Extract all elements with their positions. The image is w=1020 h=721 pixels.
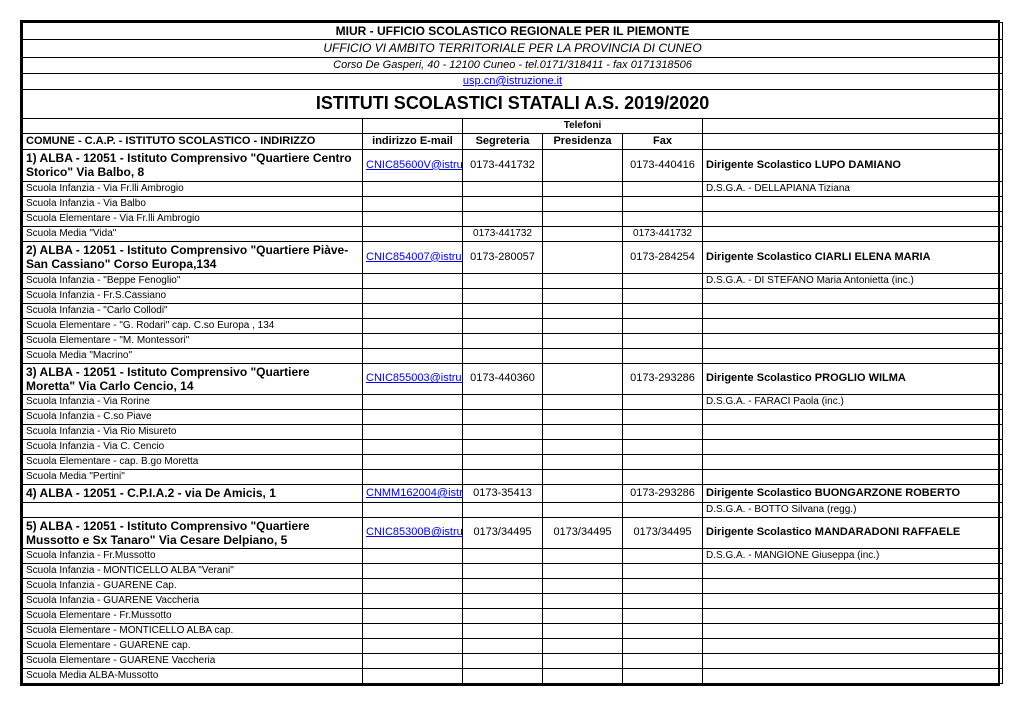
telefoni-header: Telefoni: [463, 118, 703, 133]
col-presidenza: Presidenza: [543, 133, 623, 149]
inst4-dir: Dirigente Scolastico BUONGARZONE ROBERTO: [703, 485, 1003, 502]
inst3-sub3: Scuola Infanzia - Via Rio Misureto: [23, 425, 363, 440]
inst5-seg: 0173/34495: [463, 517, 543, 549]
document-table: MIUR - UFFICIO SCOLASTICO REGIONALE PER …: [20, 20, 1000, 686]
inst2-dir: Dirigente Scolastico CIARLI ELENA MARIA: [703, 241, 1003, 273]
empty-cell: [363, 118, 463, 133]
inst3-sub2: Scuola Infanzia - C.so Piave: [23, 410, 363, 425]
empty-cell: [543, 149, 623, 181]
inst3-email-link[interactable]: CNIC855003@istruzione.it: [366, 372, 463, 384]
inst3-seg: 0173-440360: [463, 363, 543, 395]
inst5-sub5: Scuola Elementare - Fr.Mussotto: [23, 609, 363, 624]
inst1-email-link[interactable]: CNIC85600V@istruzione.it: [366, 159, 463, 171]
inst3-sub5: Scuola Elementare - cap. B.go Moretta: [23, 455, 363, 470]
inst3-dir: Dirigente Scolastico PROGLIO WILMA: [703, 363, 1003, 395]
inst2-fax: 0173-284254: [623, 241, 703, 273]
inst1-fax: 0173-440416: [623, 149, 703, 181]
inst5-sub1: Scuola Infanzia - Fr.Mussotto: [23, 549, 363, 564]
inst5-email-link[interactable]: CNIC85300B@istruzione.it: [366, 526, 463, 538]
empty-cell: [703, 133, 1003, 149]
inst3-sub6: Scuola Media "Pertini": [23, 470, 363, 485]
inst2-dsga: D.S.G.A. - DI STEFANO Maria Antonietta (…: [703, 273, 1003, 288]
inst4-name: 4) ALBA - 12051 - C.P.I.A.2 - via De Ami…: [23, 485, 363, 502]
inst5-name: 5) ALBA - 12051 - Istituto Comprensivo "…: [23, 517, 363, 549]
col-comune: COMUNE - C.A.P. - ISTITUTO SCOLASTICO - …: [23, 133, 363, 149]
inst1-sub4-seg: 0173-441732: [463, 226, 543, 241]
empty-cell: [23, 118, 363, 133]
inst1-sub4: Scuola Media "Vida": [23, 226, 363, 241]
inst1-dir: Dirigente Scolastico LUPO DAMIANO: [703, 149, 1003, 181]
inst5-sub2: Scuola Infanzia - MONTICELLO ALBA "Veran…: [23, 564, 363, 579]
inst1-sub4-fax: 0173-441732: [623, 226, 703, 241]
inst5-dsga: D.S.G.A. - MANGIONE Giuseppa (inc.): [703, 549, 1003, 564]
inst1-email-cell: CNIC85600V@istruzione.it: [363, 149, 463, 181]
col-fax: Fax: [623, 133, 703, 149]
inst1-dsga: D.S.G.A. - DELLAPIANA Tiziana: [703, 181, 1003, 196]
header-line-3: Corso De Gasperi, 40 - 12100 Cuneo - tel…: [23, 57, 1003, 73]
col-segreteria: Segreteria: [463, 133, 543, 149]
inst2-email-cell: CNIC854007@istruzione.it: [363, 241, 463, 273]
inst5-email-cell: CNIC85300B@istruzione.it: [363, 517, 463, 549]
inst2-sub2: Scuola Infanzia - Fr.S.Cassiano: [23, 288, 363, 303]
inst5-fax: 0173/34495: [623, 517, 703, 549]
inst3-fax: 0173-293286: [623, 363, 703, 395]
inst4-fax: 0173-293286: [623, 485, 703, 502]
document-title: ISTITUTI SCOLASTICI STATALI A.S. 2019/20…: [23, 90, 1003, 119]
inst2-email-link[interactable]: CNIC854007@istruzione.it: [366, 251, 463, 263]
inst1-seg: 0173-441732: [463, 149, 543, 181]
inst1-sub3: Scuola Elementare - Via Fr.lli Ambrogio: [23, 211, 363, 226]
inst5-sub3: Scuola Infanzia - GUARENE Cap.: [23, 579, 363, 594]
inst4-email-cell: CNMM162004@istruzione.it: [363, 485, 463, 502]
inst4-seg: 0173-35413: [463, 485, 543, 502]
header-email-link[interactable]: usp.cn@istruzione.it: [463, 75, 562, 87]
inst5-sub4: Scuola Infanzia - GUARENE Vaccheria: [23, 594, 363, 609]
col-email: indirizzo E-mail: [363, 133, 463, 149]
inst4-dsga: D.S.G.A. - BOTTO Silvana (regg.): [703, 502, 1003, 517]
inst5-sub8: Scuola Elementare - GUARENE Vaccheria: [23, 654, 363, 669]
inst1-sub1: Scuola Infanzia - Via Fr.lli Ambrogio: [23, 181, 363, 196]
inst5-sub9: Scuola Media ALBA-Mussotto: [23, 669, 363, 684]
empty-cell: [703, 118, 1003, 133]
header-email-cell: usp.cn@istruzione.it: [23, 73, 1003, 89]
inst2-sub1: Scuola Infanzia - "Beppe Fenoglio": [23, 273, 363, 288]
inst2-sub6: Scuola Media "Macrino": [23, 348, 363, 363]
inst2-sub3: Scuola Infanzia - "Carlo Collodi": [23, 303, 363, 318]
inst2-sub4: Scuola Elementare - "G. Rodari" cap. C.s…: [23, 318, 363, 333]
inst3-dsga: D.S.G.A. - FARACI Paola (inc.): [703, 395, 1003, 410]
inst5-dir: Dirigente Scolastico MANDARADONI RAFFAEL…: [703, 517, 1003, 549]
inst5-sub6: Scuola Elementare - MONTICELLO ALBA cap.: [23, 624, 363, 639]
inst3-sub1: Scuola Infanzia - Via Rorine: [23, 395, 363, 410]
inst3-sub4: Scuola Infanzia - Via C. Cencio: [23, 440, 363, 455]
inst2-sub5: Scuola Elementare - "M. Montessori": [23, 333, 363, 348]
inst1-name: 1) ALBA - 12051 - Istituto Comprensivo "…: [23, 149, 363, 181]
inst2-seg: 0173-280057: [463, 241, 543, 273]
inst3-name: 3) ALBA - 12051 - Istituto Comprensivo "…: [23, 363, 363, 395]
inst1-sub2: Scuola Infanzia - Via Balbo: [23, 196, 363, 211]
inst4-email-link[interactable]: CNMM162004@istruzione.it: [366, 487, 463, 499]
inst3-email-cell: CNIC855003@istruzione.it: [363, 363, 463, 395]
inst5-sub7: Scuola Elementare - GUARENE cap.: [23, 639, 363, 654]
header-line-2: UFFICIO VI AMBITO TERRITORIALE PER LA PR…: [23, 40, 1003, 57]
header-line-1: MIUR - UFFICIO SCOLASTICO REGIONALE PER …: [23, 23, 1003, 40]
inst2-name: 2) ALBA - 12051 - Istituto Comprensivo "…: [23, 241, 363, 273]
inst5-pres: 0173/34495: [543, 517, 623, 549]
